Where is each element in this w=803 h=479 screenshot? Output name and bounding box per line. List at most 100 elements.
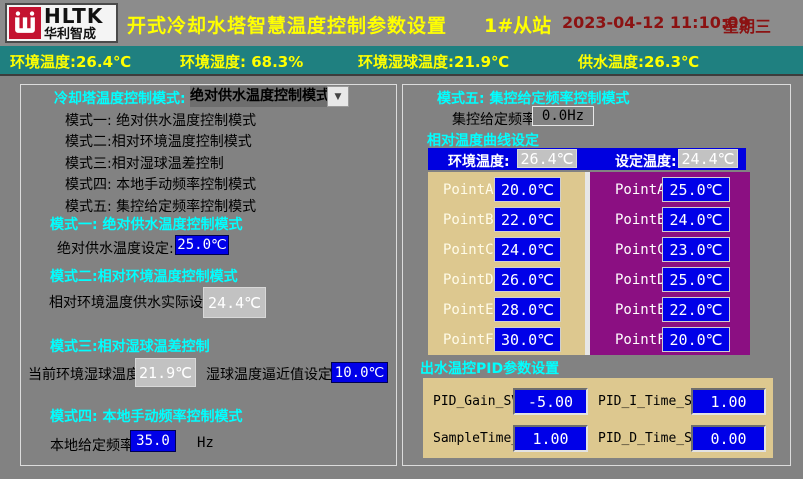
point-value-input[interactable]: 22.0℃ [662, 297, 730, 322]
mode3-approach-label: 湿球温度逼近值设定: [206, 367, 337, 383]
table-row: PointA 20.0℃ [428, 177, 585, 202]
table-row: PointC 24.0℃ [428, 237, 585, 262]
mode-legend-item-3: 模式三:相对湿球温差控制 [65, 155, 224, 172]
pid-gain-input[interactable]: -5.00 [513, 388, 588, 415]
table-row: PointC 23.0℃ [590, 237, 750, 262]
ambient-humidity-readout: 环境湿度: 68.3% [180, 51, 303, 72]
point-value-input[interactable]: 25.0℃ [662, 177, 730, 202]
title-bar: HLTK 华利智成 开式冷却水塔智慧温度控制参数设置 1#从站 2023-04-… [0, 0, 803, 46]
set-temp-points-table: PointA 25.0℃ PointB 24.0℃ PointC 23.0℃ Poin… [590, 172, 750, 355]
hltk-logo-icon [9, 7, 41, 39]
pid-dtime-label: PID_D_Time_SV [598, 431, 700, 446]
curve-header-bar: 环境温度: 26.4℃ 设定温度: 24.4℃ [428, 148, 746, 170]
ambient-temp-label: 环境温度: [10, 53, 76, 71]
point-label: PointA [615, 182, 666, 198]
logo-abbr: HLTK [44, 3, 104, 28]
point-value-input[interactable]: 24.0℃ [494, 237, 561, 262]
pid-section-title: 出水温控PID参数设置 [420, 361, 560, 377]
env-temp-points-table: PointA 20.0℃ PointB 22.0℃ PointC 24.0℃ Poin… [428, 172, 585, 355]
curve-set-temp-label: 设定温度: [615, 154, 677, 170]
mode1-section-title: 模式一: 绝对供水温度控制模式 [50, 217, 243, 233]
curve-tables: PointA 20.0℃ PointB 22.0℃ PointC 24.0℃ Poin… [428, 172, 750, 355]
table-row: PointB 24.0℃ [590, 207, 750, 232]
curve-pid-panel: 模式五: 集控给定频率控制模式 集控给定频率 0.0Hz 相对温度曲线设定 环境… [402, 84, 791, 466]
table-row: PointD 25.0℃ [590, 267, 750, 292]
mode4-freq-input[interactable]: 35.0 [130, 430, 176, 452]
point-label: PointD [443, 272, 494, 288]
mode-legend-item-2: 模式二:相对环境温度控制模式 [65, 134, 252, 151]
mode4-section-title: 模式四: 本地手动频率控制模式 [50, 409, 243, 425]
pid-itime-input[interactable]: 1.00 [691, 388, 766, 415]
ambient-temp-value: 26.4℃ [76, 53, 132, 71]
wetbulb-temp-value: 21.9℃ [454, 53, 510, 71]
mode5-freq-label: 集控给定频率 [452, 112, 536, 128]
pid-gain-label: PID_Gain_SV: [433, 394, 527, 409]
supply-water-temp-readout: 供水温度:26.3℃ [578, 51, 699, 72]
mode-legend-item-4: 模式四: 本地手动频率控制模式 [65, 177, 257, 194]
mode5-section-title: 模式五: 集控给定频率控制模式 [437, 91, 630, 107]
table-row: PointA 25.0℃ [590, 177, 750, 202]
curve-env-temp-label: 环境温度: [448, 154, 510, 170]
page-title: 开式冷却水塔智慧温度控制参数设置 [127, 15, 448, 37]
mode5-freq-value: 0.0Hz [532, 106, 594, 126]
point-value-input[interactable]: 23.0℃ [662, 237, 730, 262]
pid-params-box: PID_Gain_SV: -5.00 PID_I_Time_SV 1.00 Sa… [423, 378, 773, 458]
point-value-input[interactable]: 30.0℃ [494, 327, 561, 352]
point-label: PointD [615, 272, 666, 288]
mode-settings-panel: 冷却塔温度控制模式: 绝对供水温度控制模式 ▼ 模式一: 绝对供水温度控制模式 … [20, 84, 397, 466]
table-row: PointF 20.0℃ [590, 327, 750, 352]
mode-select-label: 冷却塔温度控制模式: [54, 91, 186, 107]
point-label: PointB [443, 212, 494, 228]
curve-set-temp-value: 24.4℃ [678, 149, 738, 168]
pid-dtime-input[interactable]: 0.00 [691, 425, 766, 452]
mode3-wetbulb-value: 21.9℃ [135, 358, 196, 387]
table-row: PointB 22.0℃ [428, 207, 585, 232]
point-label: PointA [443, 182, 494, 198]
relative-temp-curve-box: 环境温度: 26.4℃ 设定温度: 24.4℃ PointA 20.0℃ Poin… [428, 148, 750, 355]
mode3-wetbulb-label: 当前环境湿球温度 [28, 367, 140, 383]
table-row: PointE 22.0℃ [590, 297, 750, 322]
table-row: PointD 26.0℃ [428, 267, 585, 292]
weekday-display: 星期三 [723, 17, 772, 36]
chevron-down-icon[interactable]: ▼ [327, 86, 349, 107]
ambient-humidity-value: 68.3% [251, 53, 304, 71]
mode2-section-title: 模式二:相对环境温度控制模式 [50, 269, 238, 285]
point-value-input[interactable]: 20.0℃ [662, 327, 730, 352]
supply-water-temp-value: 26.3℃ [644, 53, 700, 71]
point-label: PointC [443, 242, 494, 258]
point-value-input[interactable]: 22.0℃ [494, 207, 561, 232]
pid-sampletime-input[interactable]: 1.00 [513, 425, 588, 452]
ambient-humidity-label: 环境湿度: [180, 53, 246, 71]
mode3-approach-input[interactable]: 10.0℃ [331, 362, 388, 383]
company-logo: HLTK 华利智成 [5, 3, 118, 43]
wetbulb-temp-readout: 环境湿球温度:21.9℃ [358, 51, 509, 72]
point-label: PointF [443, 332, 494, 348]
mode2-actual-label: 相对环境温度供水实际设定 [49, 295, 217, 311]
point-value-input[interactable]: 28.0℃ [494, 297, 561, 322]
point-value-input[interactable]: 24.0℃ [662, 207, 730, 232]
mode-legend-list: 模式一: 绝对供水温度控制模式 模式二:相对环境温度控制模式 模式三:相对湿球温… [65, 111, 256, 218]
environment-status-bar: 环境温度:26.4℃ 环境湿度: 68.3% 环境湿球温度:21.9℃ 供水温度… [0, 46, 803, 76]
wetbulb-temp-label: 环境湿球温度: [358, 53, 454, 71]
point-value-input[interactable]: 25.0℃ [662, 267, 730, 292]
mode4-freq-unit: Hz [197, 435, 214, 451]
point-value-input[interactable]: 20.0℃ [494, 177, 561, 202]
control-mode-selected-value[interactable]: 绝对供水温度控制模式 [190, 86, 327, 107]
logo-name: 华利智成 [44, 26, 97, 42]
curve-env-temp-value: 26.4℃ [517, 149, 577, 168]
control-mode-dropdown[interactable]: 绝对供水温度控制模式 ▼ [190, 86, 349, 107]
mode3-section-title: 模式三:相对湿球温差控制 [50, 339, 210, 355]
table-row: PointE 28.0℃ [428, 297, 585, 322]
table-row: PointF 30.0℃ [428, 327, 585, 352]
mode4-freq-label: 本地给定频率 [50, 438, 134, 454]
mode-legend-item-5: 模式五: 集控给定频率控制模式 [65, 198, 257, 215]
point-label: PointE [615, 302, 666, 318]
pid-itime-label: PID_I_Time_SV [598, 394, 700, 409]
point-value-input[interactable]: 26.0℃ [494, 267, 561, 292]
point-label: PointC [615, 242, 666, 258]
mode1-setpoint-input[interactable]: 25.0℃ [175, 235, 229, 255]
mode2-actual-value: 24.4℃ [203, 287, 266, 318]
point-label: PointF [615, 332, 666, 348]
station-label: 1#从站 [484, 15, 552, 37]
mode1-setpoint-label: 绝对供水温度设定: [57, 241, 174, 257]
